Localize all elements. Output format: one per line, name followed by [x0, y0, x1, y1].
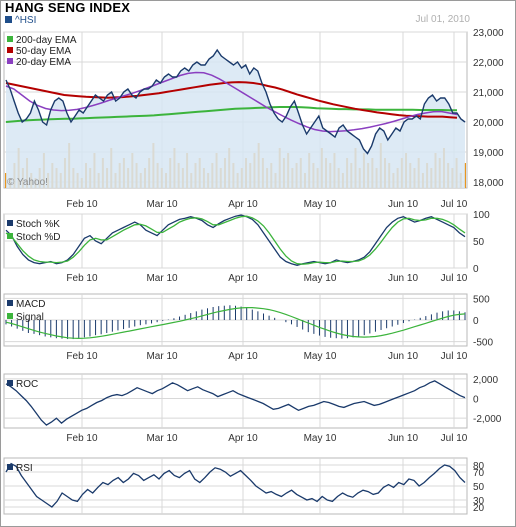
y-tick-rsi-4: 20	[473, 503, 485, 514]
y-tick-rsi-3: 30	[473, 496, 485, 507]
x-tick-stochastic-4: Jun 10	[388, 273, 418, 284]
x-tick-price-4: Jun 10	[388, 199, 418, 210]
x-tick-stochastic-1: Mar 10	[146, 273, 178, 284]
stochastic-legend-label-0: Stoch %K	[16, 219, 60, 230]
ticker-label: ^HSI	[5, 15, 36, 26]
roc-legend-label-0: ROC	[16, 379, 38, 390]
x-tick-macd-5: Jul 10	[441, 351, 468, 362]
x-tick-macd-0: Feb 10	[66, 351, 98, 362]
date-label: Jul 01, 2010	[415, 14, 471, 25]
y-tick-macd-1: 0	[473, 316, 479, 327]
y-tick-price-3: 20,000	[473, 118, 504, 129]
x-tick-stochastic-0: Feb 10	[66, 273, 98, 284]
y-tick-macd-0: 500	[473, 294, 490, 305]
roc-line-0	[5, 380, 466, 426]
rsi-legend-label-0: RSI	[16, 463, 33, 474]
rsi-legend-swatch-0	[7, 464, 13, 470]
rsi-line-0	[5, 462, 466, 508]
ticker-symbol: ^HSI	[15, 15, 37, 26]
x-tick-price-1: Mar 10	[146, 199, 178, 210]
x-tick-macd-4: Jun 10	[388, 351, 418, 362]
y-tick-stochastic-2: 0	[473, 264, 479, 275]
x-tick-roc-0: Feb 10	[66, 433, 98, 444]
y-tick-price-2: 21,000	[473, 88, 504, 99]
legend-label-1: 50-day EMA	[16, 46, 71, 57]
y-tick-macd-2: -500	[473, 338, 493, 349]
x-tick-price-0: Feb 10	[66, 199, 98, 210]
macd-legend-label-1: Signal	[16, 312, 44, 323]
ema-line-0	[5, 106, 457, 123]
y-tick-price-1: 22,000	[473, 58, 504, 69]
ema-line-1	[5, 81, 458, 119]
ema-line-2	[5, 71, 458, 133]
y-tick-rsi-2: 50	[473, 482, 485, 493]
x-tick-roc-5: Jul 10	[441, 433, 468, 444]
x-tick-price-3: May 10	[304, 199, 337, 210]
y-tick-rsi-0: 80	[473, 461, 485, 472]
x-tick-price-5: Jul 10	[441, 199, 468, 210]
y-tick-price-0: 23,000	[473, 28, 504, 39]
x-tick-roc-3: May 10	[304, 433, 337, 444]
x-tick-macd-1: Mar 10	[146, 351, 178, 362]
y-tick-price-4: 19,000	[473, 148, 504, 159]
ticker-swatch	[5, 16, 12, 23]
x-tick-macd-3: May 10	[304, 351, 337, 362]
y-tick-roc-2: -2,000	[473, 414, 502, 425]
legend-label-2: 20-day EMA	[16, 57, 71, 68]
x-tick-macd-2: Apr 10	[228, 351, 258, 362]
stochastic-line-1	[5, 215, 466, 265]
legend-label-0: 200-day EMA	[16, 35, 77, 46]
macd-legend-swatch-1	[7, 313, 13, 319]
price-area	[6, 50, 465, 188]
stochastic-legend-swatch-0	[7, 220, 13, 226]
panel-border-roc	[3, 373, 468, 429]
price-line	[5, 48, 466, 155]
stochastic-legend-label-1: Stoch %D	[16, 232, 60, 243]
roc-legend-swatch-0	[7, 380, 13, 386]
stochastic-legend-swatch-1	[7, 233, 13, 239]
legend-swatch-2	[7, 58, 13, 64]
x-tick-stochastic-5: Jul 10	[441, 273, 468, 284]
y-tick-roc-0: 2,000	[473, 375, 498, 386]
legend-swatch-1	[7, 47, 13, 53]
x-tick-price-2: Apr 10	[228, 199, 258, 210]
x-tick-roc-1: Mar 10	[146, 433, 178, 444]
y-tick-roc-1: 0	[473, 395, 479, 406]
legend-swatch-0	[7, 36, 13, 42]
stochastic-line-0	[5, 214, 466, 266]
x-tick-stochastic-2: Apr 10	[228, 273, 258, 284]
macd-legend-label-0: MACD	[16, 299, 45, 310]
y-tick-stochastic-1: 50	[473, 237, 485, 248]
x-tick-stochastic-3: May 10	[304, 273, 337, 284]
y-tick-stochastic-0: 100	[473, 210, 490, 221]
chart-title: HANG SENG INDEX	[5, 0, 131, 15]
macd-legend-swatch-0	[7, 300, 13, 306]
macd-signal-line	[5, 307, 466, 340]
y-tick-rsi-1: 70	[473, 468, 485, 479]
yahoo-watermark: © Yahoo!	[7, 177, 48, 188]
x-tick-roc-4: Jun 10	[388, 433, 418, 444]
x-tick-roc-2: Apr 10	[228, 433, 258, 444]
y-tick-price-5: 18,000	[473, 178, 504, 189]
